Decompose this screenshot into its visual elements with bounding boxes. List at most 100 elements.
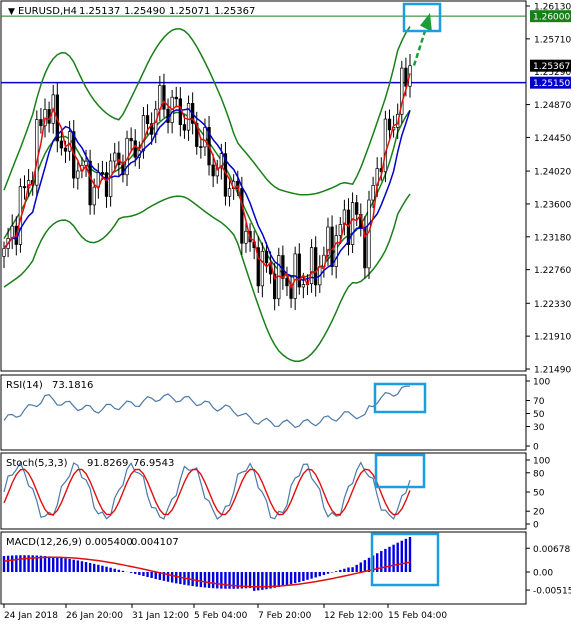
- macd-tick-label: 0.006782: [533, 545, 571, 555]
- price-tick-label: 1.21490: [534, 366, 571, 376]
- stoch-header: Stoch(5,3,3) 91.8269 76.9543: [6, 458, 174, 469]
- macd-histogram-bar: [289, 572, 293, 585]
- macd-highlight-box: [370, 532, 440, 587]
- macd-histogram-bar: [175, 572, 178, 584]
- candle-body: [35, 119, 39, 186]
- last-price-tag: 1.25367: [533, 62, 570, 72]
- price-tick-label: 1.24020: [534, 168, 571, 178]
- macd-histogram-bar: [23, 555, 26, 572]
- price-tick-label: 1.23600: [534, 200, 571, 210]
- macd-histogram-bar: [269, 572, 272, 589]
- candle-body: [92, 186, 96, 206]
- macd-series: [2, 532, 440, 591]
- macd-histogram-bar: [265, 572, 268, 590]
- candle-body: [149, 123, 154, 135]
- macd-histogram-bar: [43, 556, 47, 572]
- macd-histogram-bar: [170, 572, 174, 583]
- main-pane[interactable]: [0, 0, 527, 372]
- stoch-series: [3, 453, 426, 520]
- macd-histogram-bar: [392, 544, 395, 572]
- macd-label: MACD(12,26,9): [6, 537, 82, 548]
- macd-histogram-bar: [339, 569, 342, 572]
- candle-body: [387, 118, 392, 131]
- bollinger-lower: [3, 193, 411, 362]
- bollinger-middle: [3, 109, 411, 279]
- candle-body: [22, 186, 27, 189]
- macd-histogram-bar: [351, 567, 354, 572]
- macd-histogram-bar: [384, 548, 387, 572]
- rsi-tick-label: 0: [533, 443, 539, 453]
- macd-histogram-bar: [359, 562, 362, 572]
- target-price-tag-bg: [530, 10, 571, 23]
- candle-body: [174, 96, 178, 100]
- candle-body: [383, 118, 388, 173]
- rsi-tick-label: 50: [533, 410, 545, 420]
- time-tick-label: 24 Jan 2018: [4, 611, 58, 621]
- rsi-pane[interactable]: [0, 374, 527, 451]
- candle-body: [346, 209, 351, 245]
- stoch-pane[interactable]: [0, 452, 527, 530]
- candle-body: [371, 185, 375, 201]
- candle-body: [162, 85, 166, 110]
- time-tick-label: 15 Feb 04:00: [388, 611, 447, 621]
- candle-body: [76, 170, 80, 179]
- rsi-series: [3, 382, 427, 429]
- symbol-caret-icon: ▼: [8, 7, 15, 17]
- macd-histogram-bar: [2, 556, 6, 572]
- rsi-value: 73.1816: [52, 380, 93, 391]
- macd-histogram-bar: [224, 572, 227, 589]
- macd-histogram-bar: [330, 572, 334, 573]
- macd-histogram-bar: [400, 540, 403, 572]
- macd-histogram-bar: [380, 551, 383, 572]
- candle-body: [158, 85, 162, 110]
- price-tick-label: 1.22760: [534, 266, 571, 276]
- macd-histogram-bar: [47, 556, 51, 572]
- candle-body: [211, 164, 215, 177]
- macd-signal-line: [3, 556, 411, 588]
- stoch-tick-label: 20: [533, 508, 545, 518]
- macd-histogram-bar: [84, 562, 88, 572]
- macd-histogram-bar: [35, 555, 39, 572]
- price-tick-label: 1.24450: [534, 134, 571, 144]
- macd-histogram-bar: [121, 570, 125, 572]
- stoch-signal-value: 76.9543: [133, 458, 174, 469]
- time-tick-label: 26 Jan 20:00: [66, 611, 123, 621]
- main-header: ▼ EURUSD,H4 1.25137 1.25490 1.25071 1.25…: [8, 6, 255, 17]
- candle-body: [314, 247, 318, 286]
- macd-histogram-bar: [257, 572, 260, 591]
- candle-body: [309, 247, 314, 285]
- candle-body: [285, 278, 289, 287]
- macd-histogram-bar: [363, 560, 367, 572]
- candle-body: [301, 284, 306, 288]
- candle-body: [59, 140, 64, 149]
- macd-histogram-bar: [154, 572, 157, 579]
- price-tick-label: 1.25290: [534, 68, 571, 78]
- support-price-tag: 1.25150: [533, 79, 570, 89]
- price-tick-label: 1.23180: [534, 233, 571, 243]
- candle-body: [240, 188, 244, 244]
- stoch-tick-label: 80: [533, 469, 545, 479]
- stoch-tick-label: 0: [533, 521, 539, 531]
- macd-histogram-bar: [6, 555, 10, 572]
- macd-histogram-bar: [113, 568, 116, 572]
- macd-histogram-bar: [326, 572, 330, 574]
- candle-body: [10, 225, 14, 239]
- macd-histogram-bar: [314, 572, 317, 578]
- price-tick-label: 1.26130: [534, 3, 571, 13]
- macd-histogram-bar: [343, 568, 346, 572]
- price-axis: 1.26130 1.25710 1.24870 1.24450 1.24020 1.236…: [526, 3, 571, 376]
- macd-histogram-bar: [31, 555, 34, 572]
- stoch-tick-label: 100: [533, 457, 550, 467]
- rsi-line: [3, 385, 410, 429]
- macd-histogram-bar: [80, 561, 84, 572]
- macd-pane[interactable]: [0, 531, 527, 605]
- macd-header: MACD(12,26,9) 0.005400 0.004107: [6, 537, 179, 548]
- macd-histogram-bar: [11, 555, 14, 572]
- ohlc-open: 1.25137: [79, 6, 120, 17]
- candle-body: [404, 67, 408, 87]
- candle-body: [350, 202, 355, 245]
- macd-histogram-bar: [302, 572, 305, 581]
- candle-body: [338, 224, 342, 236]
- indicator-axes: 100 70 50 30 0 100 80 50 20 0 0.006782 0.00 -0.00515…: [526, 378, 571, 597]
- rsi-tick-label: 30: [533, 423, 545, 433]
